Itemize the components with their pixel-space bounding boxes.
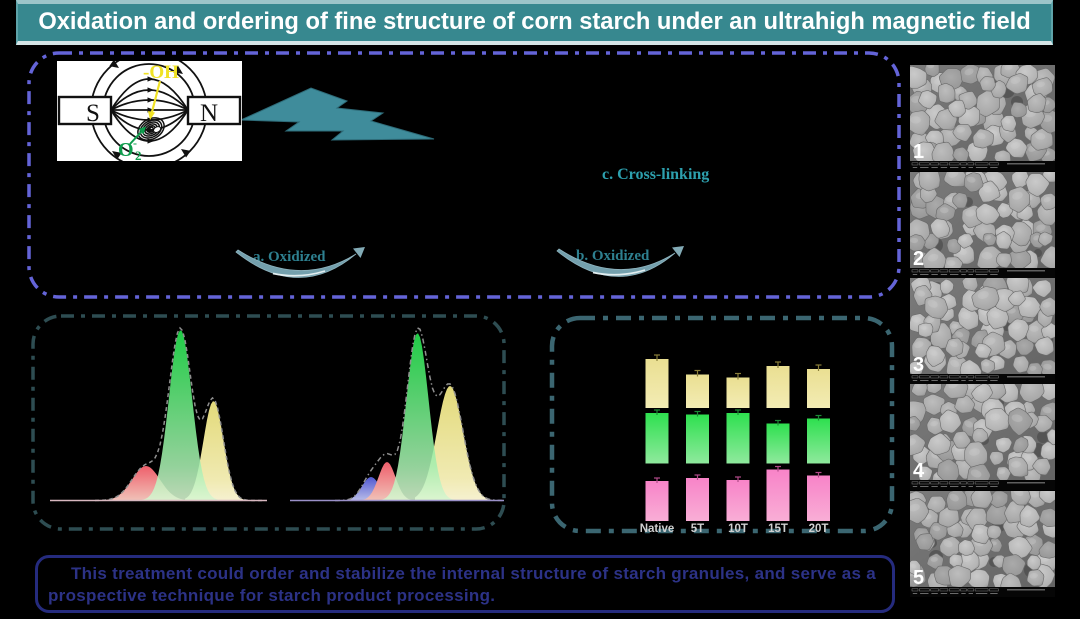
svg-text:-OH: -OH	[143, 62, 179, 83]
svg-text:N: N	[200, 100, 218, 127]
svg-text:2: 2	[913, 248, 924, 270]
svg-text:1: 1	[913, 141, 924, 163]
svg-text:5: 5	[913, 567, 924, 589]
svg-text:3: 3	[913, 354, 924, 376]
svg-text:15T: 15T	[768, 523, 788, 535]
svg-text:-: -	[133, 136, 137, 150]
svg-text:b. Oxidized: b. Oxidized	[576, 248, 650, 264]
svg-text:c. Cross-linking: c. Cross-linking	[602, 166, 709, 183]
svg-text:2: 2	[135, 148, 142, 161]
svg-text:4: 4	[913, 460, 925, 482]
svg-text:a. Oxidized: a. Oxidized	[253, 249, 326, 265]
svg-text:O: O	[118, 139, 134, 161]
svg-text:Native: Native	[640, 523, 675, 535]
svg-text:S: S	[86, 100, 100, 127]
svg-text:10T: 10T	[728, 523, 748, 535]
svg-text:5T: 5T	[691, 523, 704, 535]
svg-text:20T: 20T	[809, 523, 829, 535]
